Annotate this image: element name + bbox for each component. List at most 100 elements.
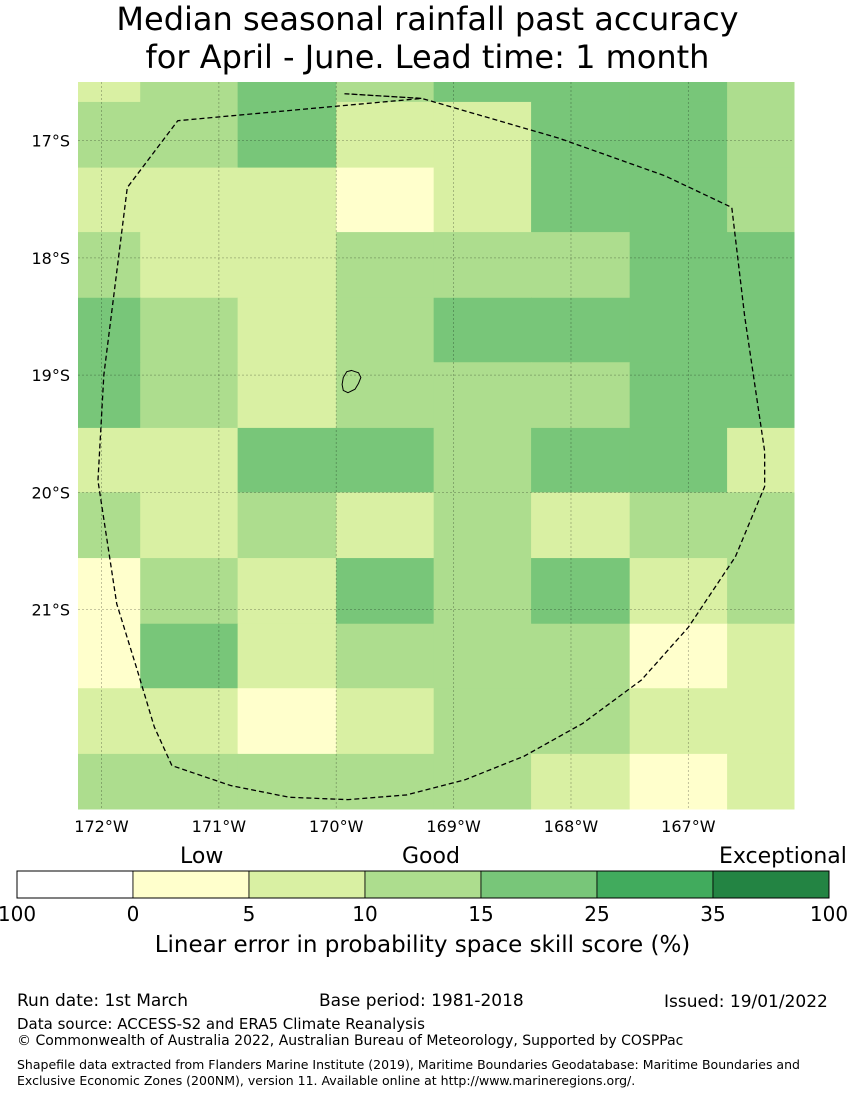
- grid-cell: [140, 167, 239, 233]
- grid-cell: [433, 623, 532, 689]
- grid-cell: [78, 297, 141, 363]
- grid-cell: [336, 362, 435, 429]
- grid-cell: [336, 232, 435, 299]
- grid-cell: [433, 753, 532, 810]
- grid-cell: [727, 492, 795, 559]
- axis-ticks: 17°S 18°S 19°S 20°S 21°S 172°W 171°W 170°W 169°W…: [31, 132, 715, 836]
- grid-cell: [140, 232, 239, 299]
- colorbar-tick-label: 100: [0, 902, 37, 926]
- copyright: © Commonwealth of Australia 2022, Austra…: [17, 1033, 684, 1049]
- grid-cell: [433, 558, 532, 625]
- grid-cell: [336, 427, 435, 493]
- grid-cell: [336, 558, 435, 625]
- grid-cell: [78, 232, 141, 299]
- grid-cell: [237, 232, 337, 299]
- grid-cell: [629, 101, 728, 169]
- eez-boundary: [97, 93, 766, 801]
- grid-cell: [237, 688, 337, 755]
- shapefile-credit: Shapefile data extracted from Flanders M…: [17, 1057, 800, 1088]
- grid-cell: [629, 558, 728, 625]
- grid-cell: [629, 688, 728, 755]
- grid-cell: [531, 623, 631, 689]
- grid-cell: [140, 492, 239, 559]
- grid-cell: [629, 492, 728, 559]
- grid-cell: [727, 753, 795, 810]
- grid-cell: [433, 101, 532, 169]
- colorbar-category-low: Low: [180, 844, 224, 869]
- grid-cell: [727, 82, 795, 103]
- grid-cell: [140, 623, 239, 689]
- niue-island: [341, 369, 362, 394]
- grid-cell: [237, 492, 337, 559]
- grid-cell: [336, 101, 435, 169]
- map-title-line2: for April - June. Lead time: 1 month: [145, 38, 710, 76]
- lat-tick-label: 18°S: [31, 249, 70, 268]
- graticule: [78, 82, 794, 809]
- grid-cell: [531, 232, 631, 299]
- colorbar-tick-label: 35: [700, 902, 726, 926]
- skill-grid: [78, 82, 795, 810]
- colorbar-tick-label: 5: [242, 902, 256, 926]
- grid-cell: [336, 688, 435, 755]
- grid-cell: [336, 623, 435, 689]
- colorbar-bin: [16, 870, 134, 899]
- issued-date: Issued: 19/01/2022: [664, 992, 828, 1012]
- grid-cell: [727, 427, 795, 493]
- grid-cell: [140, 82, 239, 103]
- lon-tick-label: 168°W: [544, 817, 599, 836]
- grid-cell: [78, 753, 141, 810]
- grid-cell: [78, 82, 141, 103]
- grid-cell: [433, 688, 532, 755]
- grid-cell: [140, 362, 239, 429]
- grid-cell: [727, 167, 795, 233]
- grid-cell: [237, 558, 337, 625]
- data-source: Data source: ACCESS-S2 and ERA5 Climate …: [17, 1015, 425, 1033]
- grid-cell: [629, 362, 728, 429]
- grid-cell: [237, 753, 337, 810]
- grid-cell: [237, 297, 337, 363]
- grid-cell: [78, 167, 141, 233]
- grid-cell: [433, 492, 532, 559]
- grid-cell: [531, 82, 631, 103]
- grid-cell: [237, 362, 337, 429]
- colorbar-tick-label: 100: [809, 902, 849, 926]
- colorbar-bin: [712, 870, 830, 899]
- grid-cell: [336, 753, 435, 810]
- lat-tick-label: 20°S: [31, 483, 70, 502]
- grid-cell: [237, 82, 337, 103]
- lon-tick-label: 171°W: [192, 817, 247, 836]
- grid-cell: [433, 82, 532, 103]
- grid-cell: [531, 167, 631, 233]
- colorbar-category-exceptional: Exceptional: [719, 844, 847, 869]
- grid-cell: [78, 558, 141, 625]
- colorbar-bin: [248, 870, 366, 899]
- grid-cell: [336, 167, 435, 233]
- grid-cell: [336, 492, 435, 559]
- grid-cell: [140, 558, 239, 625]
- grid-cell: [531, 297, 631, 363]
- island-outline: [341, 369, 362, 394]
- grid-cell: [629, 297, 728, 363]
- grid-cell: [629, 427, 728, 493]
- grid-cell: [727, 297, 795, 363]
- grid-cell: [78, 623, 141, 689]
- grid-cell: [78, 362, 141, 429]
- grid-cell: [237, 167, 337, 233]
- grid-cell: [78, 688, 141, 755]
- grid-cell: [531, 558, 631, 625]
- grid-cell: [140, 297, 239, 363]
- colorbar-tick-label: 10: [352, 902, 378, 926]
- run-date: Run date: 1st March: [17, 991, 189, 1011]
- grid-cell: [336, 297, 435, 363]
- grid-cell: [140, 101, 239, 169]
- grid-cell: [433, 427, 532, 493]
- colorbar-bin: [480, 870, 598, 899]
- grid-cell: [629, 623, 728, 689]
- skill-map: 17°S 18°S 19°S 20°S 21°S 172°W 171°W 170°W 169°W…: [16, 82, 830, 899]
- grid-cell: [531, 492, 631, 559]
- colorbar-bin: [364, 870, 482, 899]
- eez-line: [97, 93, 766, 801]
- colorbar-tick-label: 25: [584, 902, 610, 926]
- map-title-line1: Median seasonal rainfall past accuracy: [116, 0, 739, 38]
- lon-tick-label: 169°W: [426, 817, 481, 836]
